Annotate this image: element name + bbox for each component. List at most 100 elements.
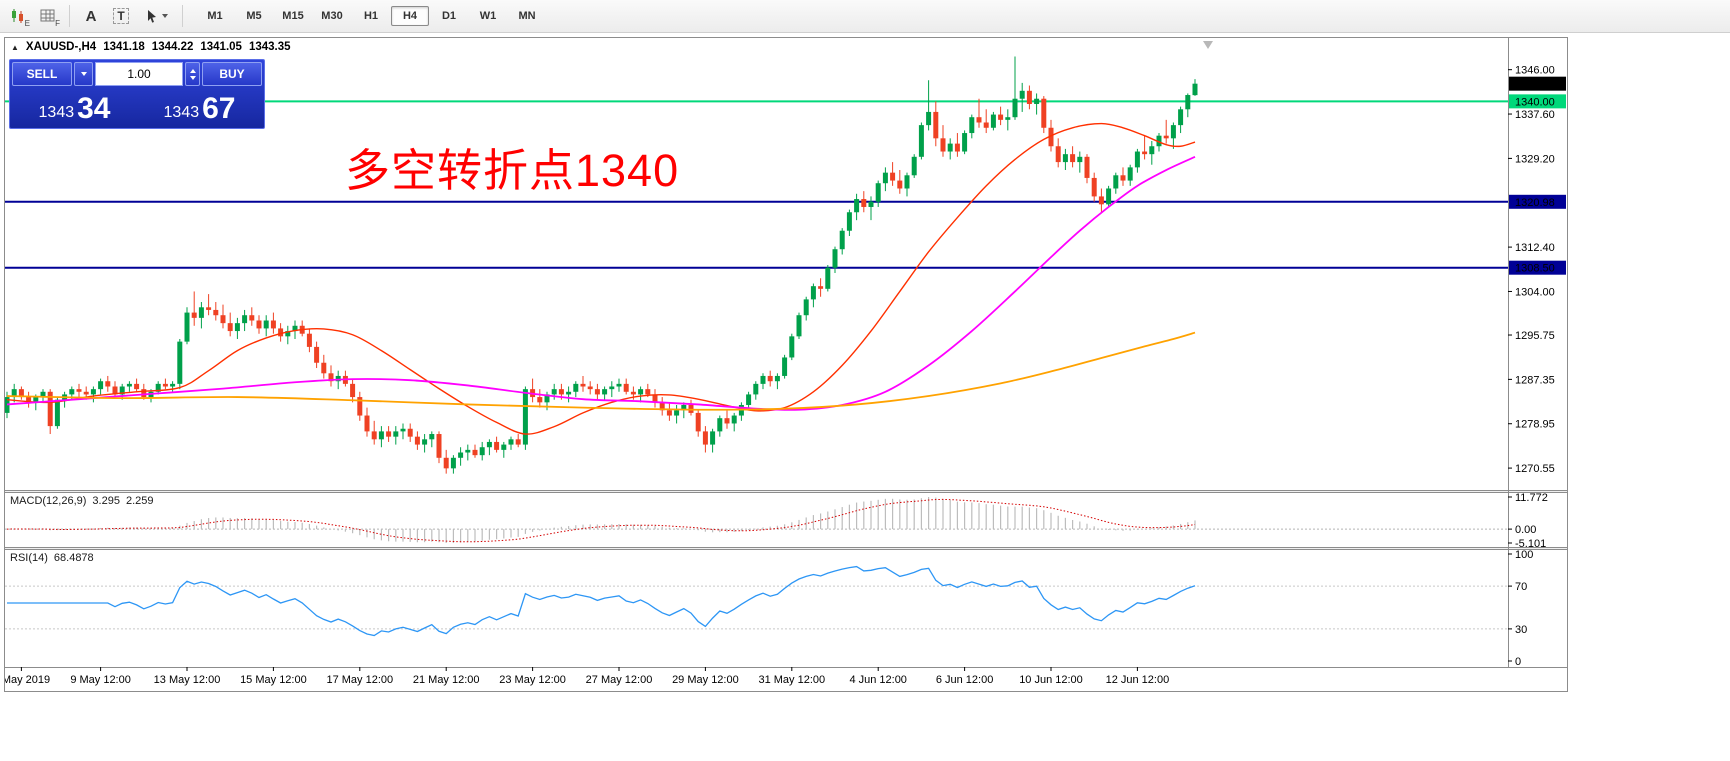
time-axis-label: 4 Jun 12:00 bbox=[849, 674, 907, 686]
timeframe-button-mn[interactable]: MN bbox=[518, 10, 536, 22]
font-tool-button[interactable]: A bbox=[85, 7, 97, 25]
price-tick-label: 1312.40 bbox=[1515, 242, 1555, 254]
svg-text:0.00: 0.00 bbox=[1515, 524, 1536, 536]
price-tick-label: 1278.95 bbox=[1515, 419, 1555, 431]
macd-signal-value: 2.259 bbox=[125, 495, 154, 507]
rsi-name: RSI(14) bbox=[10, 552, 48, 564]
price-tick-label: 1295.75 bbox=[1515, 330, 1555, 342]
buy-price-button[interactable]: 1343 67 bbox=[137, 86, 262, 128]
timeframe-button-m5[interactable]: M5 bbox=[246, 10, 262, 22]
time-axis-label: 12 Jun 12:00 bbox=[1106, 674, 1170, 686]
one-click-toggle-icon[interactable]: ▲ bbox=[11, 42, 19, 52]
time-axis-label: 31 May 12:00 bbox=[758, 674, 825, 686]
ohlc-low: 1341.05 bbox=[200, 41, 242, 53]
text-label-icon: T bbox=[113, 8, 129, 24]
volume-input[interactable]: 1.00 bbox=[95, 62, 183, 86]
svg-text:1340.00: 1340.00 bbox=[1515, 96, 1555, 108]
chart-shift-marker[interactable] bbox=[1203, 41, 1213, 49]
volume-stepper[interactable] bbox=[185, 62, 200, 86]
ohlc-open: 1341.18 bbox=[103, 41, 145, 53]
macd-signal-line bbox=[6, 498, 1196, 543]
indicator-grid-icon[interactable]: F bbox=[34, 3, 62, 29]
rsi-line bbox=[7, 565, 1196, 637]
toolbar-separator bbox=[182, 5, 183, 27]
ohlc-high: 1344.22 bbox=[151, 41, 194, 53]
chart-canvas[interactable]: 1346.00 1337.60 1329.20 1312.40 1304.00 1295.… bbox=[5, 38, 1567, 691]
time-axis-label: 27 May 12:00 bbox=[586, 674, 653, 686]
svg-text:11.772: 11.772 bbox=[1515, 492, 1548, 504]
icon-sub-label: E bbox=[24, 19, 30, 28]
stepper-down-icon bbox=[189, 75, 196, 80]
macd-name: MACD(12,26,9) bbox=[10, 495, 87, 507]
chevron-down-icon bbox=[80, 72, 87, 76]
timeframe-button-m30[interactable]: M30 bbox=[321, 10, 343, 22]
time-axis-label: 17 May 12:00 bbox=[326, 674, 393, 686]
buy-price-big: 67 bbox=[202, 92, 236, 125]
timeframe-button-m15[interactable]: M15 bbox=[282, 10, 304, 22]
timeframe-button-m1[interactable]: M1 bbox=[207, 10, 223, 22]
time-axis-label: 15 May 12:00 bbox=[240, 674, 307, 686]
svg-text:1308.50: 1308.50 bbox=[1515, 263, 1555, 275]
svg-text:70: 70 bbox=[1515, 581, 1527, 593]
time-axis-label: 21 May 12:00 bbox=[413, 674, 480, 686]
one-click-trading-panel: SELL 1.00 BUY 1343 34 1343 67 bbox=[9, 59, 265, 129]
current-price-tag bbox=[1509, 76, 1566, 91]
cursor-icon bbox=[147, 10, 156, 23]
price-tick-label: 1329.20 bbox=[1515, 153, 1555, 165]
one-click-controls: SELL 1.00 BUY bbox=[12, 62, 262, 86]
ma-line-slow bbox=[6, 331, 1196, 411]
svg-text:0: 0 bbox=[1515, 656, 1521, 668]
chart-window: 1346.00 1337.60 1329.20 1312.40 1304.00 1295.… bbox=[4, 37, 1568, 692]
sell-price-button[interactable]: 1343 34 bbox=[12, 86, 137, 128]
icon-sub-label: F bbox=[55, 19, 60, 28]
macd-label: MACD(12,26,9) 3.295 2.259 bbox=[10, 495, 153, 507]
stepper-up-icon bbox=[189, 68, 196, 73]
text-label-tool-button[interactable]: T bbox=[107, 3, 135, 29]
one-click-prices: 1343 34 1343 67 bbox=[12, 86, 262, 128]
hline-1308-tag bbox=[1509, 260, 1566, 275]
buy-button[interactable]: BUY bbox=[202, 62, 262, 86]
sell-price-main: 1343 bbox=[38, 104, 75, 121]
buy-price-main: 1343 bbox=[163, 104, 200, 121]
price-tick-label: 1337.60 bbox=[1515, 109, 1555, 121]
timeframe-button-h4[interactable]: H4 bbox=[391, 6, 429, 26]
svg-text:1343.35: 1343.35 bbox=[1515, 79, 1555, 91]
ma-line-fast bbox=[6, 122, 1196, 435]
cursor-tool-button[interactable] bbox=[137, 3, 175, 29]
volume-dropdown-button[interactable] bbox=[74, 62, 93, 86]
macd-value: 3.295 bbox=[92, 495, 120, 507]
price-tick-label: 1346.00 bbox=[1515, 65, 1555, 77]
svg-text:100: 100 bbox=[1515, 549, 1533, 561]
svg-text:30: 30 bbox=[1515, 624, 1527, 636]
time-axis-label: 23 May 12:00 bbox=[499, 674, 566, 686]
price-tick-label: 1287.35 bbox=[1515, 374, 1555, 386]
time-axis-label: 7 May 2019 bbox=[5, 674, 50, 686]
ohlc-close: 1343.35 bbox=[248, 41, 291, 53]
toolbar: E F A T M1 M5 M15 M30 H1 H4 D1 W1 MN bbox=[0, 0, 1730, 33]
time-axis-label: 10 Jun 12:00 bbox=[1019, 674, 1083, 686]
svg-text:-5.101: -5.101 bbox=[1515, 538, 1546, 550]
time-axis-label: 9 May 12:00 bbox=[70, 674, 131, 686]
timeframe-button-w1[interactable]: W1 bbox=[479, 10, 497, 22]
svg-text:1320.98: 1320.98 bbox=[1515, 197, 1555, 209]
chevron-down-icon bbox=[161, 14, 168, 18]
candlestick-icon bbox=[12, 9, 23, 23]
sell-button[interactable]: SELL bbox=[12, 62, 72, 86]
time-axis-label: 29 May 12:00 bbox=[672, 674, 739, 686]
rsi-label: RSI(14) 68.4878 bbox=[10, 552, 94, 564]
chart-annotation-text[interactable]: 多空转折点1340 bbox=[345, 145, 680, 196]
time-axis-label: 13 May 12:00 bbox=[154, 674, 221, 686]
hline-1320-tag bbox=[1509, 194, 1566, 209]
toolbar-separator bbox=[69, 5, 70, 27]
price-tick-label: 1270.55 bbox=[1515, 463, 1555, 475]
timeframe-button-h1[interactable]: H1 bbox=[363, 10, 379, 22]
indicator-candles-icon[interactable]: E bbox=[4, 3, 32, 29]
timeframe-group: M1 M5 M15 M30 H1 H4 D1 W1 MN bbox=[196, 6, 546, 26]
timeframe-button-d1[interactable]: D1 bbox=[441, 10, 457, 22]
chart-header: ▲ XAUUSD-,H4 1341.18 1344.22 1341.05 134… bbox=[11, 41, 291, 53]
price-tick-label: 1304.00 bbox=[1515, 286, 1555, 298]
rsi-value: 68.4878 bbox=[53, 552, 94, 564]
symbol-period-label: XAUUSD-,H4 bbox=[25, 41, 97, 53]
grid-icon bbox=[40, 9, 55, 22]
time-axis-label: 6 Jun 12:00 bbox=[936, 674, 994, 686]
